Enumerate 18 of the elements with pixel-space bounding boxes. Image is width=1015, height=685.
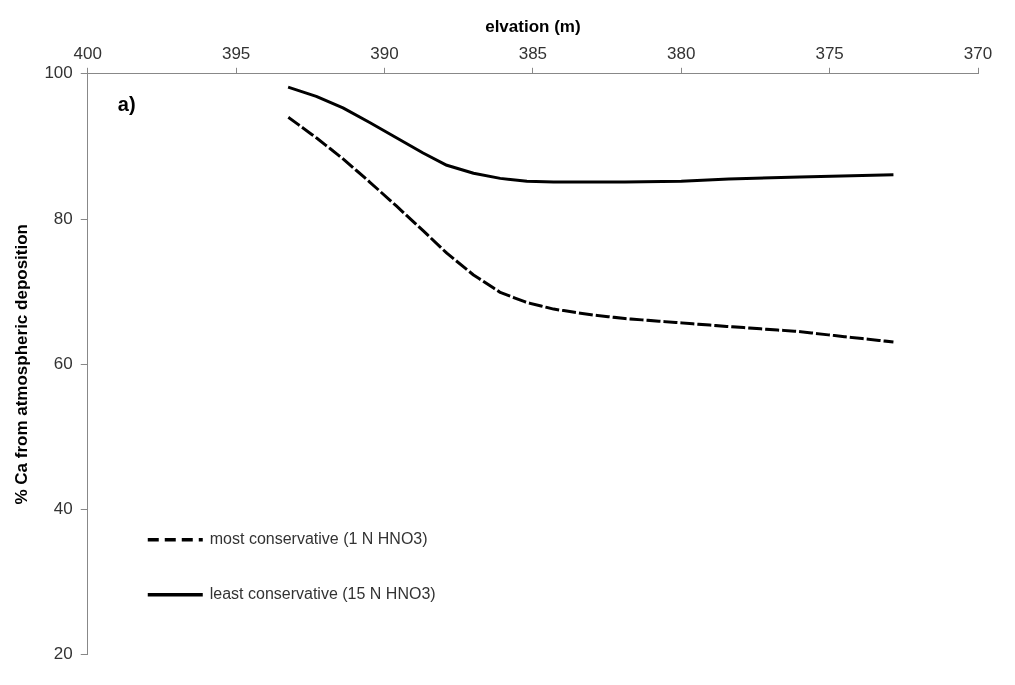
legend-label: most conservative (1 N HNO3) xyxy=(209,530,428,548)
x-tick-label: 390 xyxy=(370,44,399,64)
line-series xyxy=(288,116,894,344)
x-tick-label: 400 xyxy=(73,44,102,64)
x-tick-label: 370 xyxy=(963,44,993,64)
x-tick-label: 375 xyxy=(815,44,844,64)
x-tick-label: 395 xyxy=(221,44,251,64)
y-tick-label: 100 xyxy=(44,63,73,83)
legend-label: least conservative (15 N HNO3) xyxy=(209,585,436,603)
x-axis-title: elvation (m) xyxy=(485,16,581,36)
y-tick-label: 60 xyxy=(53,353,73,373)
x-tick-label: 385 xyxy=(518,44,548,64)
y-tick-label: 40 xyxy=(53,499,73,519)
y-tick-label: 20 xyxy=(53,644,73,664)
annotation: a) xyxy=(117,93,136,116)
y-tick-label: 80 xyxy=(53,208,73,228)
x-tick-label: 380 xyxy=(667,44,696,64)
y-axis-title: % Ca from atmospheric deposition xyxy=(11,224,31,505)
